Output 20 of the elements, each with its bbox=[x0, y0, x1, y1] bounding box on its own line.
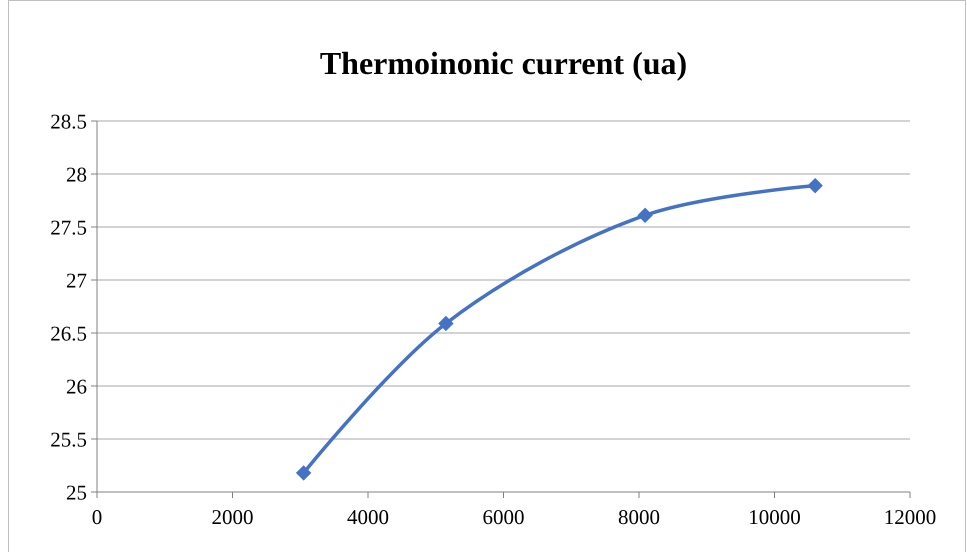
point bbox=[808, 178, 823, 194]
y-tick-label: 26 bbox=[66, 374, 87, 398]
chart-title: Thermoinonic current (ua) bbox=[320, 45, 688, 81]
x-tick-label: 0 bbox=[92, 505, 102, 529]
x-tick-label: 12000 bbox=[884, 505, 936, 529]
point bbox=[438, 316, 454, 331]
y-tick-label: 25 bbox=[66, 480, 87, 504]
x-tick-label: 2000 bbox=[212, 505, 254, 529]
y-tick-label: 28.5 bbox=[50, 109, 87, 134]
y-tick-label: 25.5 bbox=[50, 427, 87, 452]
y-tick-label: 27.5 bbox=[50, 215, 87, 240]
x-tick-label: 8000 bbox=[618, 505, 660, 529]
point bbox=[638, 208, 653, 223]
point bbox=[296, 465, 312, 480]
x-tick-label: 4000 bbox=[347, 505, 389, 529]
x-tick-label: 10000 bbox=[748, 505, 801, 529]
y-tick-label: 26.5 bbox=[50, 321, 87, 346]
y-tick-label: 27 bbox=[66, 268, 87, 292]
y-tick-label: 28 bbox=[66, 162, 87, 186]
x-tick-label: 6000 bbox=[482, 505, 524, 529]
